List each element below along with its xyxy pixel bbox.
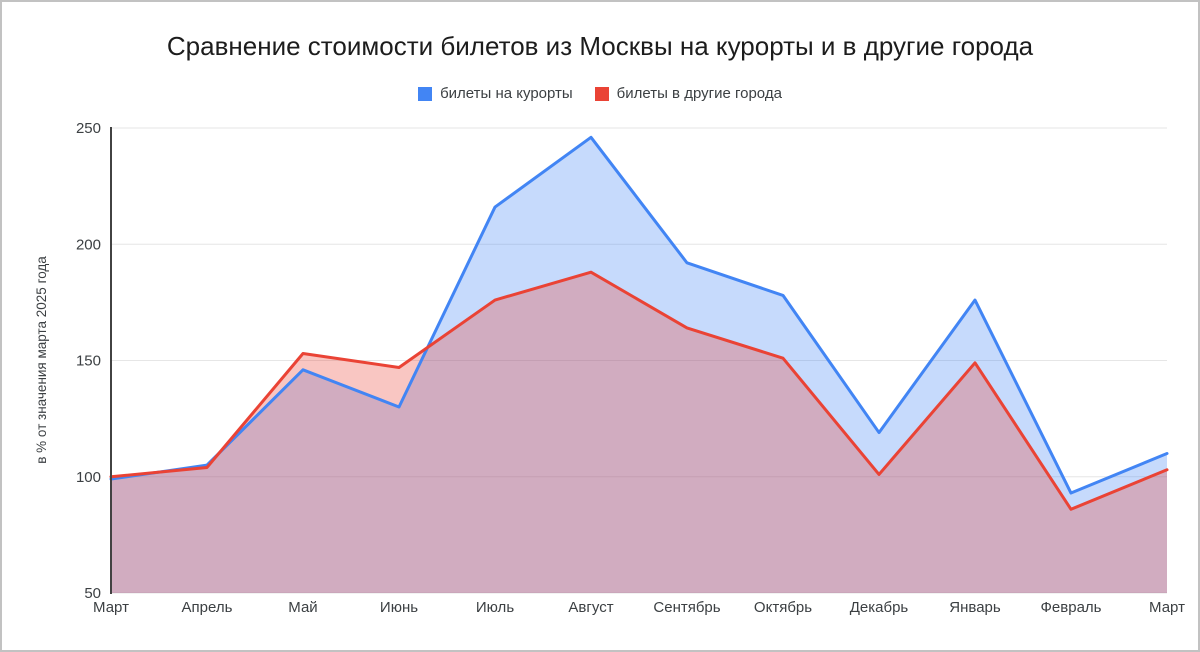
y-tick-label: 50: [84, 585, 101, 602]
legend-swatch-icon: [594, 86, 609, 101]
x-axis-label: Август: [568, 599, 613, 616]
y-axis-tick-labels: 50 100 150 200 250: [76, 120, 101, 602]
chart-title: Сравнение стоимости билетов из Москвы на…: [166, 31, 1034, 61]
legend-item-1: билеты в другие города: [594, 85, 782, 102]
legend-label: билеты в другие города: [616, 85, 782, 102]
chart-legend: билеты на курорты билеты в другие города: [2, 86, 1198, 101]
legend-item-0: билеты на курорты: [418, 86, 573, 101]
series-line-0: [109, 135, 1169, 495]
x-axis-labels: Март Апрель Май Июнь Июль Август Сентябрь Октяб…: [93, 599, 1185, 616]
gridlines: [111, 127, 1167, 594]
series-area-0: [111, 137, 1167, 594]
x-axis-label: Сентябрь: [653, 599, 720, 616]
series-areas: [111, 137, 1167, 594]
legend-swatch-icon: [418, 86, 433, 101]
x-axis-label: Март: [1149, 599, 1185, 616]
x-axis-label: Март: [93, 599, 129, 616]
y-tick-label: 150: [76, 353, 101, 370]
y-tick-label: 100: [76, 469, 101, 486]
x-axis-label: Май: [288, 599, 317, 616]
y-tick-label: 200: [76, 236, 101, 253]
x-axis-label: Июль: [476, 599, 514, 616]
series-line-1: [109, 270, 1169, 511]
x-axis-label: Январь: [949, 599, 1001, 616]
legend-label: билеты на курорты: [440, 85, 573, 102]
x-axis-label: Декабрь: [850, 599, 909, 616]
series-lines: [109, 135, 1169, 511]
x-axis-label: Апрель: [182, 599, 233, 616]
series-area-1: [111, 272, 1167, 593]
x-axis-label: Октябрь: [754, 599, 812, 616]
y-axis-title: в % от значения марта 2025 года: [34, 256, 49, 464]
x-axis-label: Июнь: [380, 599, 418, 616]
y-tick-label: 250: [76, 120, 101, 137]
x-axis-label: Февраль: [1041, 599, 1102, 616]
